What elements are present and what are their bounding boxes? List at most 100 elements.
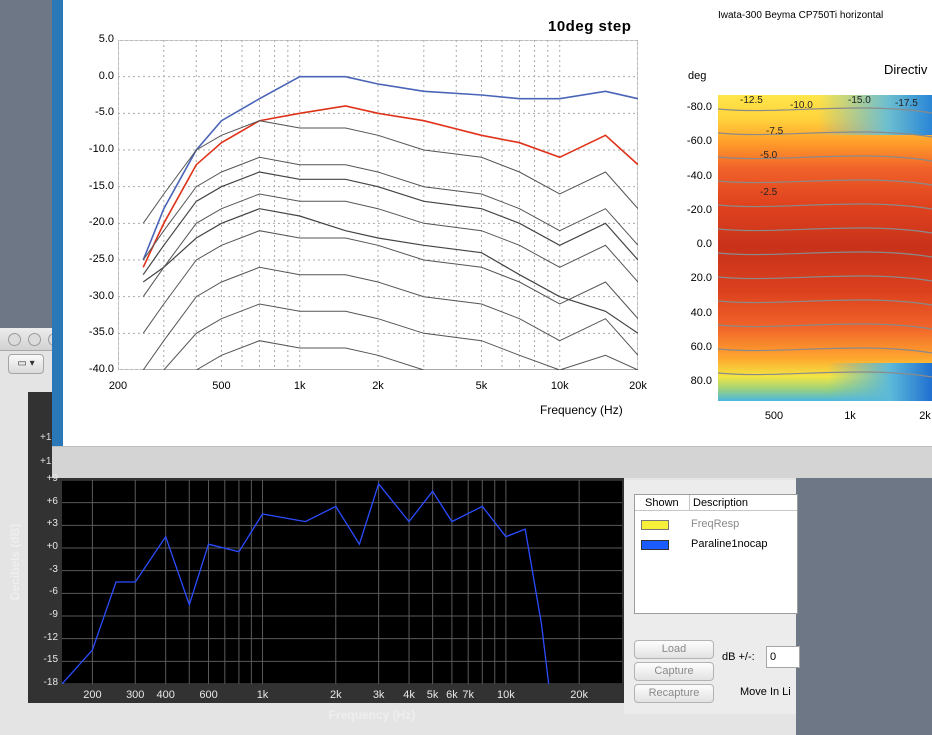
polar-response-chart [118, 40, 638, 370]
contour-line [718, 227, 932, 234]
x-tick-label: 5k [475, 380, 488, 392]
y-tick-label: 0.0 [98, 69, 114, 82]
contour-line [718, 347, 932, 354]
offaxis-curve [142, 230, 638, 334]
y-tick-label: -25.0 [88, 253, 114, 265]
front-x-axis-label: Frequency (Hz) [540, 403, 623, 417]
directivity-title: Directiv [884, 62, 928, 77]
y-tick-label: -3 [49, 563, 58, 575]
capture-button[interactable]: Capture [634, 662, 714, 681]
x-tick-label: 20k [570, 689, 589, 701]
legend-label: Paraline1nocap [691, 538, 768, 550]
dir-y-tick: 0.0 [696, 238, 712, 250]
dir-y-tick: 20.0 [690, 272, 712, 285]
offaxis-curve [142, 193, 638, 297]
contour-label: -5.0 [760, 150, 778, 161]
x-axis-label: Frequency (Hz) [328, 708, 416, 722]
x-tick-label: 2k [372, 380, 384, 392]
contour-line [718, 299, 932, 306]
deg-unit-label: deg [688, 70, 707, 82]
y-tick-label: +9 [46, 473, 58, 484]
sidebar-toggle-button[interactable]: ▭ ▾ [8, 354, 44, 374]
db-input[interactable] [766, 646, 800, 668]
response-curve [142, 75, 638, 261]
legend-header: Shown Description [635, 495, 797, 511]
x-tick-label: 2k [329, 689, 342, 701]
y-tick-label: +3 [46, 518, 58, 530]
header-description[interactable]: Description [693, 497, 749, 509]
y-tick-label: -5.0 [95, 106, 114, 119]
x-tick-label: 200 [83, 689, 102, 701]
y-tick-label: +6 [46, 495, 58, 507]
contour-line [718, 179, 932, 186]
x-tick-label: 400 [156, 689, 175, 701]
x-tick-label: 7k [462, 689, 474, 701]
close-button[interactable] [8, 333, 21, 346]
y-tick-label: 5.0 [98, 33, 114, 45]
y-tick-label: -40.0 [88, 363, 114, 375]
frequency-graph[interactable] [62, 480, 622, 684]
y-axis-label: Decibels (dB) [8, 523, 22, 601]
x-tick-label: 200 [108, 380, 128, 392]
contour-line [718, 251, 932, 258]
move-label: Move In Li [740, 686, 791, 698]
x-tick-label: 10k [550, 380, 569, 392]
recapture-button[interactable]: Recapture [634, 684, 714, 703]
load-button[interactable]: Load [634, 640, 714, 659]
dir-y-tick: -80.0 [686, 101, 712, 113]
offaxis-curve [143, 340, 638, 370]
dir-x-tick: 500 [764, 410, 784, 422]
contour-line [718, 203, 932, 210]
sidebar-icon: ▭ [17, 358, 27, 369]
legend-list[interactable]: Shown Description FreqResp Paraline1noca… [634, 494, 798, 614]
swatch [641, 520, 669, 530]
contour-line [718, 323, 932, 330]
offaxis-curve [143, 303, 638, 370]
contour-label: -15.0 [848, 95, 871, 106]
x-tick-label: 5k [426, 689, 439, 701]
contour-label: -17.5 [895, 98, 918, 109]
dir-x-tick: 2k [919, 410, 931, 422]
y-tick-label: +0 [46, 541, 58, 552]
header-shown[interactable]: Shown [645, 497, 679, 509]
front-window-bottom [52, 446, 932, 478]
contour-line [718, 371, 932, 378]
trace-line [62, 482, 550, 684]
dir-y-tick: 80.0 [690, 375, 712, 387]
dir-x-tick: 1k [844, 410, 856, 422]
directivity-map [718, 95, 932, 401]
legend-item[interactable]: Paraline1nocap [641, 537, 791, 553]
y-tick-label: -15 [43, 654, 58, 666]
y-tick-label: -9 [49, 609, 58, 620]
y-tick-label: -10.0 [88, 143, 114, 155]
dir-y-tick: -20.0 [686, 203, 712, 216]
y-tick-label: -18 [43, 677, 58, 688]
y-tick-label: -6 [49, 586, 58, 598]
legend-item[interactable]: FreqResp [641, 517, 791, 533]
y-tick-label: -15.0 [88, 179, 114, 192]
x-tick-label: 4k [403, 689, 415, 701]
x-tick-label: 1k [293, 380, 306, 392]
chart-title: 10deg step [548, 18, 632, 35]
partial-tick-a: +1 [40, 432, 52, 443]
response-curve [142, 171, 638, 276]
dir-y-tick: -60.0 [686, 135, 712, 148]
x-tick-label: 500 [212, 380, 231, 392]
response-curve [142, 208, 638, 334]
minimize-button[interactable] [28, 333, 41, 346]
x-tick-label: 3k [372, 689, 385, 701]
y-tick-label: -30.0 [88, 289, 114, 302]
x-tick-label: 300 [126, 689, 145, 701]
legend-label: FreqResp [691, 518, 740, 530]
db-label: dB +/-: [722, 651, 755, 663]
y-tick-label: -12 [43, 631, 58, 643]
dir-y-tick: 40.0 [690, 306, 712, 319]
contour-line [718, 155, 932, 162]
dir-y-tick: 60.0 [690, 340, 712, 353]
contour-line [718, 131, 932, 138]
swatch [641, 540, 669, 550]
offaxis-curve [142, 156, 638, 261]
contour-line [718, 275, 932, 282]
offaxis-curve [142, 266, 638, 370]
chevron-down-icon: ▾ [29, 358, 35, 369]
